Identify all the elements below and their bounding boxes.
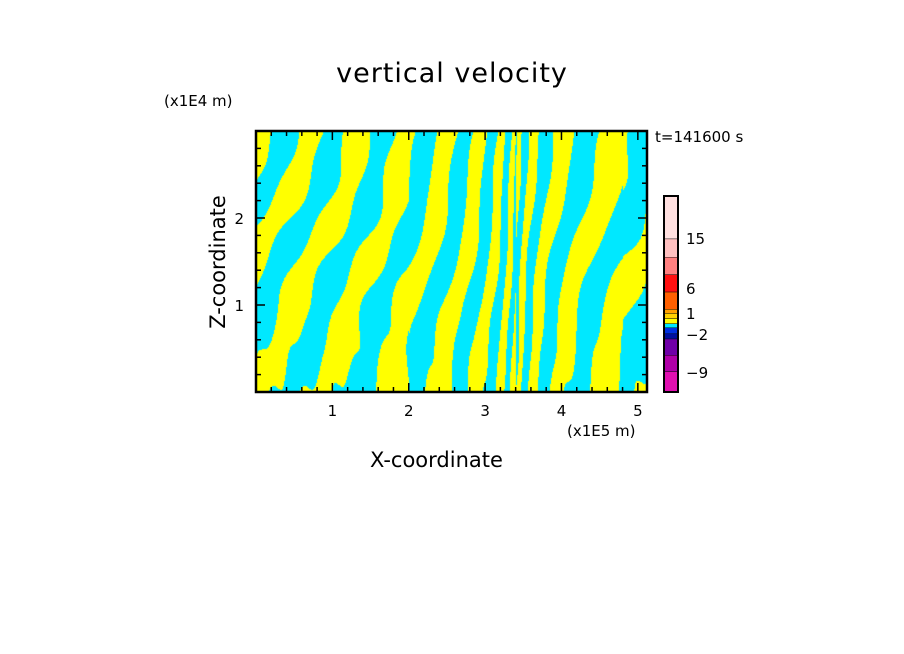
x-tick-label: 4: [557, 402, 567, 420]
colorbar-band: [663, 318, 679, 324]
colorbar-band: [663, 338, 679, 356]
colorbar-band: [663, 309, 679, 314]
colorbar-band: [663, 355, 679, 372]
colorbar-band: [663, 195, 679, 240]
colorbar-label: 6: [686, 280, 696, 298]
y-tick-label: 2: [234, 210, 244, 228]
colorbar-band: [663, 323, 679, 328]
plot-frame: [254, 129, 649, 394]
colorbar-band: [663, 238, 679, 258]
colorbar-label: −2: [686, 326, 708, 344]
colorbar-band: [663, 257, 679, 275]
colorbar-band: [663, 313, 679, 319]
y-tick-label: 1: [234, 297, 244, 315]
time-label: t=141600 s: [655, 128, 744, 146]
x-tick-label: 5: [633, 402, 643, 420]
colorbar-frame: [663, 195, 679, 393]
colorbar-band: [663, 274, 679, 293]
colorbar-label: −9: [686, 364, 708, 382]
x-tick-label: 1: [328, 402, 338, 420]
y-axis-unit: (x1E4 m): [164, 92, 233, 110]
colorbar-label: 1: [686, 305, 696, 323]
x-axis-unit: (x1E5 m): [567, 422, 636, 440]
colorbar-band: [663, 333, 679, 340]
colorbar-band: [663, 371, 679, 393]
contour-field: [256, 131, 647, 392]
colorbar-band: [663, 291, 679, 310]
colorbar-label: 15: [686, 230, 705, 248]
chart-title: vertical velocity: [336, 58, 568, 89]
colorbar-band: [663, 327, 679, 335]
x-tick-label: 3: [480, 402, 490, 420]
x-axis-label: X-coordinate: [370, 448, 503, 472]
x-tick-label: 2: [404, 402, 414, 420]
